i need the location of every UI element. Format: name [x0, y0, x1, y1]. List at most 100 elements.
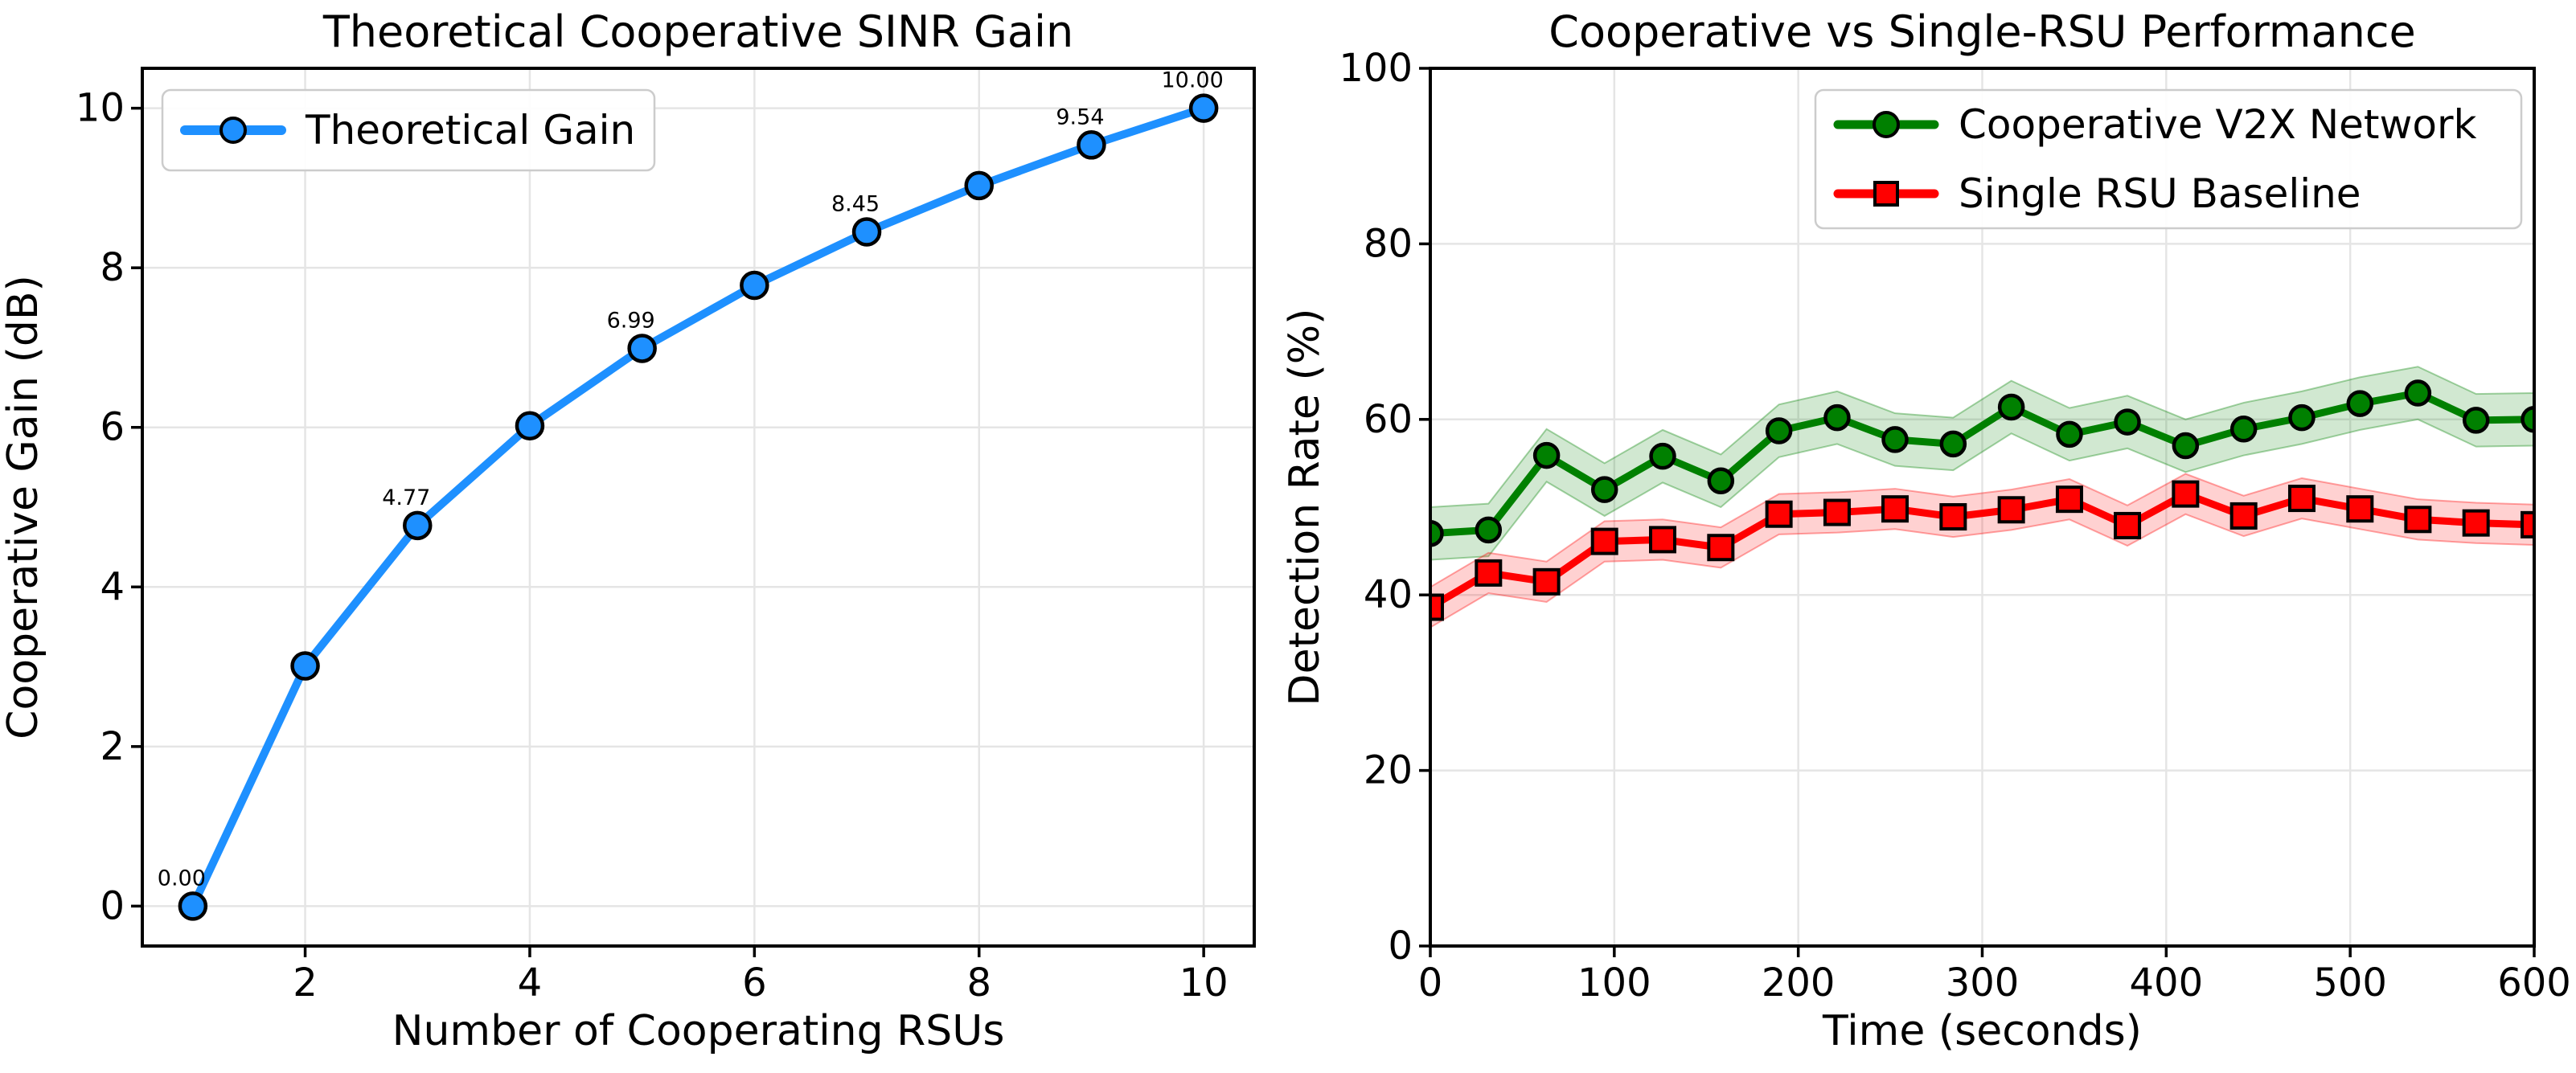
data-point: [1939, 503, 1967, 531]
data-point: [2404, 506, 2432, 534]
left-y-axis-label: Cooperative Gain (dB): [0, 275, 47, 739]
data-point: [1430, 520, 1444, 547]
data-point: [2172, 480, 2200, 508]
data-point: [740, 270, 769, 301]
data-point: [1475, 516, 1503, 544]
data-point: [2229, 416, 2258, 443]
data-point: [1532, 441, 1561, 469]
data-point: [2346, 495, 2374, 523]
series-theoretical-gain: [178, 93, 1219, 921]
data-point: [2287, 485, 2316, 513]
data-point: [2114, 511, 2142, 539]
data-point: [1430, 593, 1444, 621]
data-point: [1823, 498, 1851, 526]
x-tick-label: 600: [2497, 960, 2571, 1005]
y-tick-label: 6: [100, 405, 125, 450]
point-annotation: 4.77: [382, 485, 430, 510]
x-tick-label: 200: [1762, 960, 1836, 1005]
data-point: [290, 651, 320, 681]
legend-label: Cooperative V2X Network: [1959, 101, 2477, 148]
right-data-layer: [1430, 366, 2534, 629]
legend-label: Theoretical Gain: [305, 107, 635, 154]
data-point: [2229, 502, 2258, 530]
data-point: [1590, 476, 1618, 503]
data-point: [1532, 567, 1561, 596]
data-point: [403, 510, 433, 541]
x-tick-label: 400: [2130, 960, 2204, 1005]
y-tick-label: 60: [1364, 397, 1413, 442]
data-point: [2404, 379, 2432, 407]
right-legend: Cooperative V2X Network Single RSU Baseli…: [1814, 88, 2523, 230]
data-point: [2288, 403, 2316, 432]
data-point: [1765, 417, 1793, 444]
x-tick-label: 500: [2313, 960, 2387, 1005]
data-point: [2462, 407, 2490, 434]
y-tick-label: 10: [76, 86, 125, 131]
data-point: [1649, 442, 1676, 470]
left-subplot: 2 4 6 8 10 0 2 4 6 8 10 Theoretical Cooperative SIN…: [0, 6, 1256, 1055]
left-chart-title: Theoretical Cooperative SINR Gain: [322, 6, 1073, 57]
data-point: [964, 170, 994, 201]
data-point: [1707, 534, 1735, 562]
legend-box: [161, 88, 656, 172]
y-tick-label: 2: [100, 724, 125, 769]
x-tick-label: 8: [966, 960, 991, 1005]
point-annotation: 10.00: [1161, 68, 1223, 93]
right-subplot: 0 100 200 300 400 500 600 0 20 40 60 80 100 Cooperati…: [1281, 6, 2571, 1055]
point-annotation: 8.45: [831, 192, 880, 217]
series-cooperative-v2x-network: [1430, 366, 2534, 561]
y-tick-label: 8: [100, 245, 125, 290]
series-single-rsu-baseline: [1430, 473, 2534, 629]
data-point: [1707, 467, 1735, 494]
x-tick-label: 4: [518, 960, 543, 1005]
right-x-axis-label: Time (seconds): [1822, 1007, 2142, 1055]
data-point: [515, 411, 545, 440]
data-point: [1475, 559, 1503, 587]
left-legend: Theoretical Gain: [161, 88, 656, 172]
data-point: [1997, 393, 2025, 421]
legend-marker-sample: [1873, 181, 1899, 207]
x-tick-label: 100: [1577, 960, 1651, 1005]
left-axes-box: [141, 67, 1256, 948]
data-point: [1997, 496, 2025, 524]
right-y-axis-label: Detection Rate (%): [1281, 309, 1329, 706]
y-tick-label: 0: [1388, 924, 1413, 969]
legend-label: Single RSU Baseline: [1959, 170, 2361, 217]
data-point: [1649, 526, 1677, 554]
y-tick-label: 20: [1364, 748, 1413, 793]
data-point: [1077, 130, 1106, 160]
left-x-axis-label: Number of Cooperating RSUs: [392, 1007, 1005, 1055]
confidence-band: [1430, 366, 2534, 561]
data-point: [2055, 485, 2083, 514]
y-tick-label: 40: [1364, 572, 1413, 617]
data-point: [627, 334, 657, 363]
data-point: [1939, 430, 1967, 458]
y-tick-label: 80: [1364, 221, 1413, 266]
left-data-layer: [178, 93, 1219, 921]
x-tick-label: 300: [1946, 960, 2020, 1005]
data-point: [1823, 403, 1851, 432]
point-annotation: 6.99: [607, 308, 655, 333]
legend-marker-sample: [219, 117, 247, 144]
data-point: [2521, 406, 2534, 433]
point-annotation: 0.00: [158, 866, 206, 891]
x-tick-label: 0: [1418, 960, 1443, 1005]
left-gridlines: [142, 68, 1254, 946]
data-point: [2346, 390, 2374, 417]
data-point: [2521, 510, 2534, 539]
x-tick-label: 10: [1179, 960, 1229, 1005]
data-point: [1765, 500, 1793, 528]
data-point: [1881, 495, 1909, 523]
data-point: [178, 891, 208, 921]
data-line: [188, 104, 1208, 911]
y-tick-label: 4: [100, 564, 125, 609]
data-point: [2462, 509, 2490, 537]
x-tick-label: 6: [742, 960, 767, 1005]
data-point: [2056, 420, 2083, 448]
data-point: [851, 217, 882, 247]
y-tick-label: 100: [1339, 46, 1413, 91]
y-tick-label: 0: [100, 883, 125, 928]
data-point: [2172, 432, 2200, 460]
